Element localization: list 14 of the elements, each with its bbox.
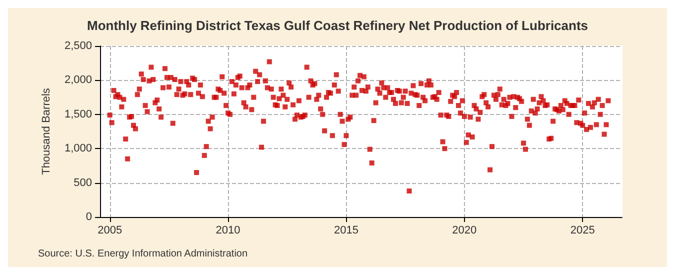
x-tick-label: 2025 — [570, 224, 595, 236]
y-axis-title: Thousand Barrels — [40, 88, 52, 175]
y-tick-label: 0 — [86, 211, 92, 223]
y-tick-label: 500 — [74, 176, 92, 189]
x-tick-label: 2010 — [216, 224, 240, 236]
source-note: Source: U.S. Energy Information Administration — [38, 248, 248, 260]
x-tick-label: 2020 — [452, 224, 477, 236]
x-tick-label: 2005 — [98, 224, 122, 236]
x-tick-label: 2015 — [334, 224, 358, 236]
y-tick-label: 1,000 — [64, 142, 92, 155]
chart-title: Monthly Refining District Texas Gulf Coast Refinery Net Production of Lubricants — [86, 18, 588, 33]
y-tick-label: 2,500 — [64, 40, 92, 52]
y-tick-label: 2,000 — [64, 74, 92, 86]
y-tick-label: 1,500 — [64, 108, 92, 120]
